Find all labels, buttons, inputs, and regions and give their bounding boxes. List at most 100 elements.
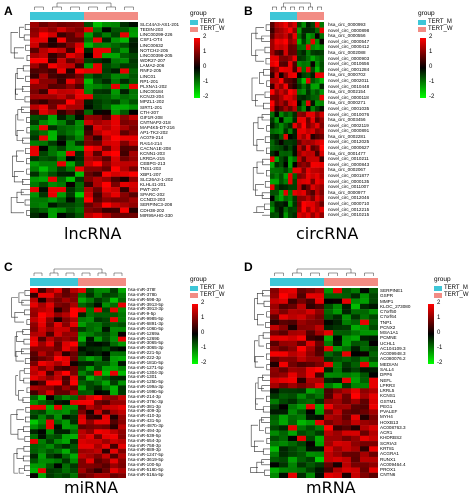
- heatmap-cell: [306, 467, 316, 473]
- heatmap-cell: [342, 414, 352, 421]
- heatmap-cell: [279, 206, 284, 213]
- heatmap-cell: [54, 468, 63, 474]
- heatmap-cell: [94, 346, 103, 352]
- heatmap-cell: [288, 156, 293, 163]
- heatmap-cell: [288, 398, 298, 405]
- heatmap-cell: [70, 297, 79, 303]
- heatmap-cell: [48, 37, 58, 43]
- heatmap-cell: [274, 83, 280, 90]
- heatmap-cell: [62, 351, 71, 357]
- heatmap-cell: [70, 356, 79, 362]
- heatmap-cell: [57, 83, 67, 90]
- heatmap-cell: [86, 351, 95, 357]
- heatmap-cell: [30, 453, 39, 459]
- heatmap-cell: [315, 22, 320, 28]
- heatmap-cell: [315, 451, 325, 458]
- heatmap-cell: [78, 419, 87, 425]
- heatmap-cell: [54, 463, 63, 469]
- heatmap-cell: [84, 192, 94, 198]
- heatmap-cell: [78, 307, 87, 313]
- heatmap-cell: [283, 89, 289, 95]
- heatmap-cell: [270, 425, 280, 431]
- heatmap-cell: [342, 462, 352, 468]
- heatmap-cell: [270, 467, 280, 473]
- heatmap-cell: [297, 27, 302, 34]
- heatmap-cell: [283, 78, 289, 84]
- heatmap-cell: [110, 385, 119, 391]
- heatmap-cell: [274, 167, 280, 174]
- row-label: SERPINC3-208: [140, 202, 173, 208]
- heatmap-cell: [93, 58, 103, 64]
- heatmap-cell: [78, 336, 87, 342]
- heatmap-cell: [270, 78, 275, 84]
- heatmap-cell: [306, 330, 316, 336]
- heatmap-cell: [54, 380, 63, 386]
- heatmap-cell: [279, 472, 289, 478]
- heatmap-cell: [110, 458, 119, 464]
- heatmap-cell: [70, 434, 79, 440]
- heatmap-cell: [48, 68, 58, 74]
- heatmap-cell: [306, 212, 311, 218]
- heatmap-cell: [288, 441, 298, 447]
- heatmap-cell: [288, 456, 298, 463]
- color-scale-tick: 1: [437, 315, 441, 321]
- heatmap-cell: [270, 134, 275, 140]
- heatmap-cell: [283, 94, 289, 101]
- heatmap-cell: [306, 367, 316, 373]
- heatmap-cell: [129, 73, 138, 79]
- heatmap-cell: [288, 61, 293, 67]
- heatmap-cell: [66, 187, 76, 193]
- heatmap-cell: [288, 451, 298, 458]
- legend-item: TERT_M: [418, 19, 453, 25]
- heatmap-cell: [30, 307, 39, 313]
- heatmap-cell: [48, 104, 58, 110]
- heatmap-cell: [306, 55, 311, 62]
- heatmap-cell: [306, 134, 311, 140]
- heatmap-cell: [102, 58, 112, 64]
- heatmap-cell: [279, 117, 284, 123]
- heatmap-cell: [129, 145, 138, 152]
- heatmap-cell: [315, 195, 320, 202]
- heatmap-cell: [292, 117, 298, 123]
- heatmap-cell: [333, 383, 343, 389]
- heatmap-cell: [86, 419, 95, 425]
- color-scale-bar: [192, 304, 198, 364]
- heatmap-cell: [270, 72, 275, 79]
- heatmap-cell: [120, 83, 130, 90]
- heatmap-cell: [274, 72, 280, 79]
- heatmap-cell: [279, 361, 289, 368]
- legend-label: TERT_M: [200, 285, 224, 291]
- heatmap-cell: [351, 451, 361, 458]
- heatmap-cell: [57, 197, 67, 203]
- heatmap-cell: [297, 206, 302, 213]
- heatmap-cell: [315, 303, 325, 310]
- heatmap-cell: [274, 206, 280, 213]
- heatmap-cell: [38, 370, 47, 376]
- row-labels: hsa-miR-378f hsa-miR-378b hsa-miR-598-3p hs…: [128, 288, 184, 478]
- heatmap-cell: [274, 106, 280, 112]
- heatmap-cell: [270, 456, 280, 463]
- heatmap-cell: [288, 351, 298, 357]
- heatmap-cell: [360, 393, 370, 400]
- heatmap-cell: [75, 37, 85, 43]
- heatmap-cell: [319, 106, 324, 112]
- row-label: hsa-miR-222-3p: [128, 356, 161, 361]
- row-labels: SLC44A3-AS1-201 TEDIN-203 LINC00299-226 CSF…: [140, 22, 196, 218]
- heatmap-cell: [270, 173, 275, 179]
- heatmap-cell: [297, 472, 307, 478]
- heatmap-cell: [279, 201, 284, 207]
- heatmap-cell: [315, 50, 320, 56]
- heatmap-cell: [86, 336, 95, 342]
- heatmap-cell: [315, 472, 325, 478]
- heatmap-cell: [102, 130, 112, 136]
- heatmap-cell: [270, 61, 275, 67]
- heatmap-cell: [102, 63, 112, 69]
- heatmap-cell: [306, 298, 316, 305]
- heatmap-cell: [310, 89, 316, 95]
- heatmap-cell: [288, 117, 293, 123]
- heatmap-cell: [86, 448, 95, 454]
- heatmap-cell: [297, 156, 302, 163]
- heatmap-cell: [118, 346, 126, 352]
- heatmap-cell: [38, 336, 47, 342]
- heatmap-cell: [30, 94, 40, 100]
